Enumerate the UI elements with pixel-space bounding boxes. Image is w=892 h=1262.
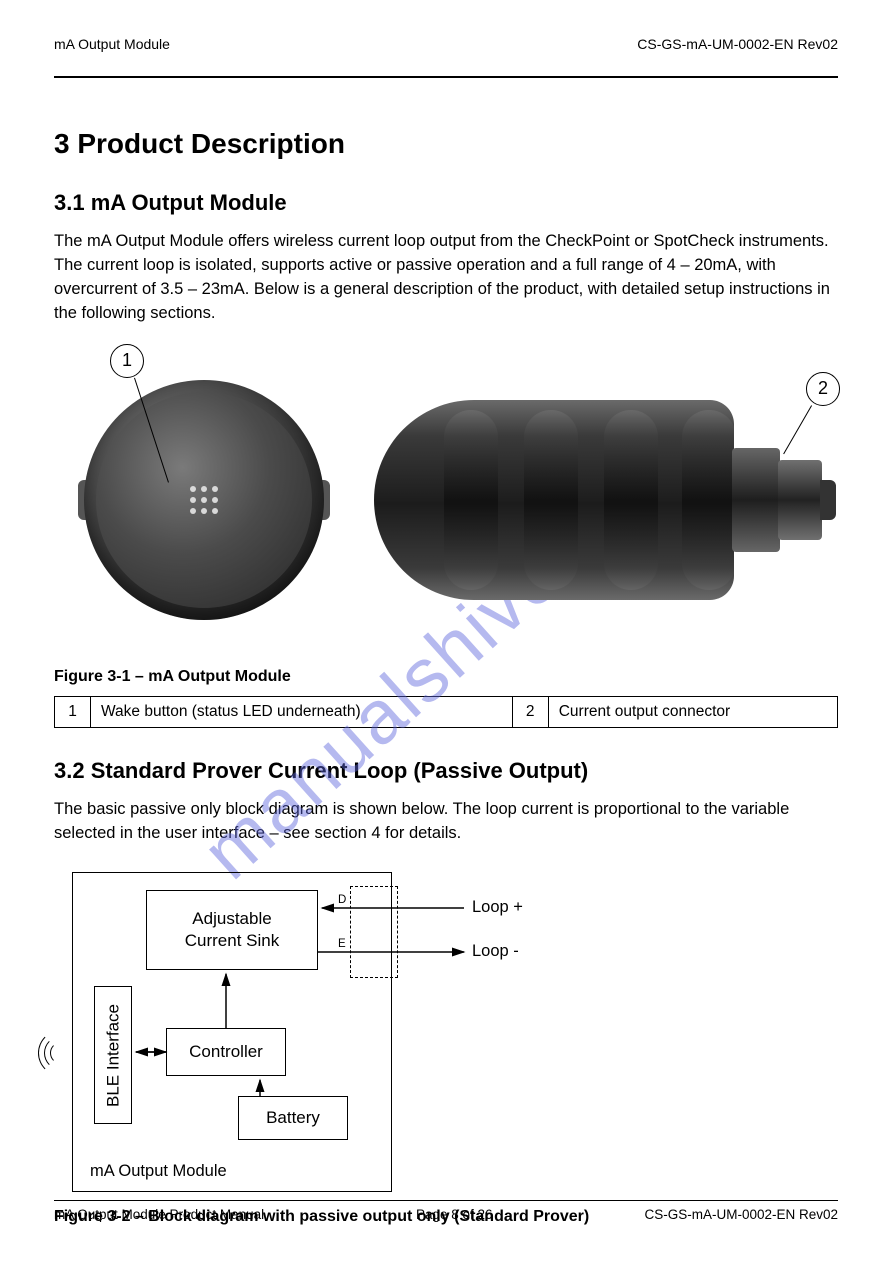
label-loop-minus: Loop - — [472, 942, 519, 961]
block-battery: Battery — [238, 1096, 348, 1140]
connector-tip — [820, 480, 836, 520]
header-row: mA Output Module CS-GS-mA-UM-0002-EN Rev… — [54, 36, 838, 52]
header-right: CS-GS-mA-UM-0002-EN Rev02 — [637, 36, 838, 52]
footer-rule — [54, 1200, 838, 1201]
heading-product-description: 3 Product Description — [54, 128, 838, 160]
header-left: mA Output Module — [54, 36, 170, 52]
callout-table: 1 Wake button (status LED underneath) 2 … — [54, 696, 838, 728]
callout-number-2: 2 — [818, 378, 828, 399]
callout-bubble-2: 2 — [806, 372, 840, 406]
footer-left: mA Output Module Product Manual — [54, 1207, 264, 1222]
header-rule — [54, 76, 838, 78]
table-row: 1 Wake button (status LED underneath) 2 … — [55, 696, 838, 727]
heading-ma-output-module: 3.1 mA Output Module — [54, 190, 838, 216]
grip — [444, 410, 498, 590]
callout-cell-text: Wake button (status LED underneath) — [91, 696, 513, 727]
page: mA Output Module CS-GS-mA-UM-0002-EN Rev… — [0, 0, 892, 1262]
figure-product-views: 1 2 — [54, 350, 838, 660]
footer-row: mA Output Module Product Manual Page 8 o… — [54, 1207, 838, 1222]
paragraph-passive: The basic passive only block diagram is … — [54, 798, 838, 846]
footer-center: Page 8 of 26 — [416, 1207, 493, 1222]
block-ble-interface: BLE Interface — [94, 986, 132, 1124]
radio-arc-icon — [38, 1030, 84, 1076]
heading-passive-output: 3.2 Standard Prover Current Loop (Passiv… — [54, 758, 838, 784]
wake-button-dots — [182, 478, 226, 522]
grip — [524, 410, 578, 590]
callout-cell-num: 2 — [512, 696, 548, 727]
callout-number-1: 1 — [122, 350, 132, 371]
callout-cell-text: Current output connector — [548, 696, 837, 727]
paragraph-intro: The mA Output Module offers wireless cur… — [54, 230, 838, 326]
footer: mA Output Module Product Manual Page 8 o… — [54, 1200, 838, 1222]
isolation-barrier — [350, 886, 398, 978]
grip — [604, 410, 658, 590]
grip — [682, 410, 734, 590]
side-body — [374, 400, 734, 600]
block-controller: Controller — [166, 1028, 286, 1076]
connector-body — [778, 460, 822, 540]
label-loop-plus: Loop + — [472, 898, 523, 917]
pin-label-d: D — [338, 894, 346, 906]
callout-bubble-1: 1 — [110, 344, 144, 378]
footer-right: CS-GS-mA-UM-0002-EN Rev02 — [644, 1207, 838, 1222]
outer-box-label: mA Output Module — [90, 1162, 227, 1181]
block-diagram: mA Output Module Adjustable Current Sink… — [54, 872, 554, 1202]
block-current-sink: Adjustable Current Sink — [146, 890, 318, 970]
pin-label-e: E — [338, 938, 346, 950]
side-view-render — [374, 400, 844, 600]
callout-cell-num: 1 — [55, 696, 91, 727]
connector-collar — [732, 448, 780, 552]
figure1-caption: Figure 3-1 – mA Output Module — [54, 668, 838, 686]
front-view-render — [84, 380, 324, 620]
